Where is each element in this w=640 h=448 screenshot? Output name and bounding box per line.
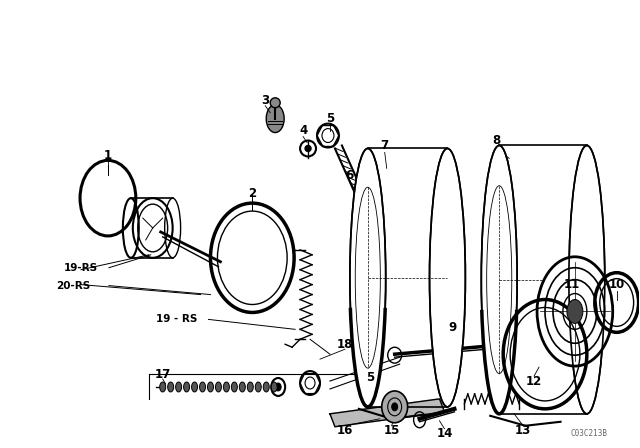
- Text: C03C213B: C03C213B: [570, 429, 607, 438]
- Ellipse shape: [232, 382, 237, 392]
- Text: 19 - RS: 19 - RS: [156, 314, 197, 324]
- Ellipse shape: [160, 382, 166, 392]
- Ellipse shape: [175, 382, 182, 392]
- Text: 3: 3: [261, 94, 269, 107]
- Ellipse shape: [255, 382, 261, 392]
- Text: 11: 11: [564, 278, 580, 291]
- Ellipse shape: [266, 105, 284, 133]
- Text: 13: 13: [515, 424, 531, 437]
- Ellipse shape: [200, 382, 205, 392]
- Ellipse shape: [537, 257, 612, 366]
- Text: 2: 2: [248, 187, 257, 200]
- Ellipse shape: [191, 382, 198, 392]
- Text: 8: 8: [492, 134, 500, 147]
- Ellipse shape: [569, 146, 605, 414]
- Ellipse shape: [392, 403, 397, 411]
- Ellipse shape: [184, 382, 189, 392]
- Ellipse shape: [271, 382, 277, 392]
- Text: 17: 17: [155, 367, 171, 380]
- Ellipse shape: [247, 382, 253, 392]
- Text: 5: 5: [326, 112, 334, 125]
- Text: 18: 18: [337, 338, 353, 351]
- Text: 14: 14: [436, 427, 452, 440]
- Text: 19-RS: 19-RS: [64, 263, 99, 273]
- Ellipse shape: [207, 382, 214, 392]
- Text: 5: 5: [365, 370, 374, 383]
- Text: 10: 10: [609, 278, 625, 291]
- Text: 12: 12: [526, 375, 542, 388]
- Ellipse shape: [381, 391, 408, 423]
- Text: 16: 16: [337, 424, 353, 437]
- Ellipse shape: [239, 382, 245, 392]
- Ellipse shape: [223, 382, 229, 392]
- Text: 20-RS: 20-RS: [56, 280, 90, 291]
- Ellipse shape: [429, 148, 465, 407]
- Ellipse shape: [567, 300, 583, 323]
- Ellipse shape: [305, 146, 311, 151]
- Ellipse shape: [275, 383, 281, 391]
- Polygon shape: [330, 399, 444, 427]
- Ellipse shape: [481, 146, 517, 414]
- Text: 9: 9: [448, 321, 456, 334]
- Text: 7: 7: [381, 139, 388, 152]
- Text: 15: 15: [383, 424, 400, 437]
- Text: 4: 4: [299, 124, 307, 137]
- Ellipse shape: [216, 382, 221, 392]
- Ellipse shape: [270, 98, 280, 108]
- Ellipse shape: [263, 382, 269, 392]
- Text: 6: 6: [346, 169, 354, 182]
- Ellipse shape: [168, 382, 173, 392]
- Ellipse shape: [350, 148, 386, 407]
- Text: 1: 1: [104, 149, 112, 162]
